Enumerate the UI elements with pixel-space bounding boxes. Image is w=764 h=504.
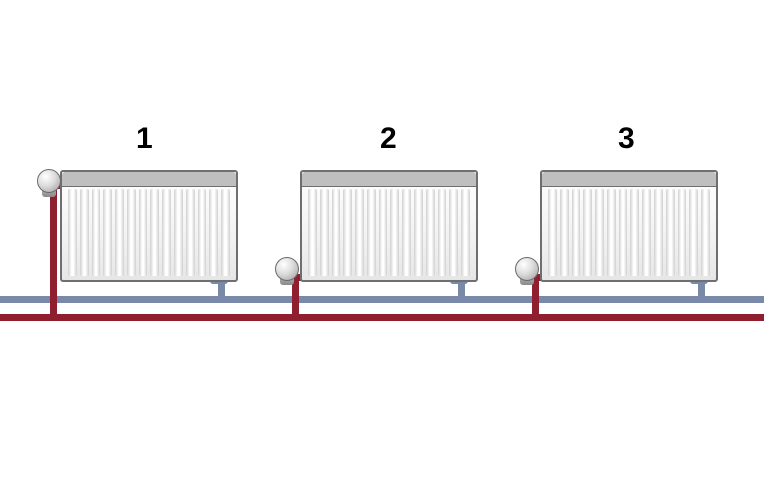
radiator-fin — [572, 189, 581, 276]
radiator-fin — [320, 189, 329, 276]
radiator-fin — [115, 189, 124, 276]
radiator-fin — [402, 189, 411, 276]
radiator-fin — [367, 189, 376, 276]
radiator-fin — [174, 189, 183, 276]
radiator-3-top — [542, 172, 716, 187]
radiator-fin — [548, 189, 557, 276]
radiator-fin — [390, 189, 399, 276]
radiator-2-fins — [308, 189, 470, 276]
radiator-1 — [60, 170, 238, 282]
thermostatic-valve-3 — [515, 257, 539, 281]
radiator-fin — [560, 189, 569, 276]
radiator-fin — [426, 189, 435, 276]
radiator-fin — [438, 189, 447, 276]
radiator-label-2: 2 — [380, 122, 397, 156]
radiator-fin — [630, 189, 639, 276]
radiator-3 — [540, 170, 718, 282]
radiator-fin — [198, 189, 207, 276]
radiator-label-3: 3 — [618, 122, 635, 156]
thermostatic-valve-2 — [275, 257, 299, 281]
radiator-fin — [80, 189, 89, 276]
radiator-fin — [92, 189, 101, 276]
radiator-fin — [162, 189, 171, 276]
radiator-fin — [343, 189, 352, 276]
diagram-canvas: 1 2 3 — [0, 0, 764, 504]
supply-pipe-main — [0, 314, 764, 321]
radiator-fin — [607, 189, 616, 276]
radiator-fin — [209, 189, 218, 276]
radiator-fin — [666, 189, 675, 276]
thermostatic-valve-1 — [37, 169, 61, 193]
radiator-fin — [103, 189, 112, 276]
radiator-fin — [414, 189, 423, 276]
radiator-fin — [355, 189, 364, 276]
radiator-2 — [300, 170, 478, 282]
radiator-fin — [449, 189, 458, 276]
radiator-fin — [139, 189, 148, 276]
radiator-fin — [221, 189, 230, 276]
radiator-fin — [595, 189, 604, 276]
radiator-fin — [308, 189, 317, 276]
radiator-fin — [701, 189, 710, 276]
radiator-fin — [642, 189, 651, 276]
radiator-fin — [461, 189, 470, 276]
radiator-fin — [379, 189, 388, 276]
supply-riser-1 — [50, 182, 57, 321]
radiator-fin — [678, 189, 687, 276]
radiator-2-top — [302, 172, 476, 187]
return-pipe-main — [0, 296, 764, 303]
radiator-1-fins — [68, 189, 230, 276]
radiator-fin — [654, 189, 663, 276]
radiator-1-top — [62, 172, 236, 187]
radiator-fin — [186, 189, 195, 276]
radiator-fin — [150, 189, 159, 276]
radiator-fin — [68, 189, 77, 276]
radiator-label-1: 1 — [136, 122, 153, 156]
radiator-3-fins — [548, 189, 710, 276]
radiator-fin — [127, 189, 136, 276]
radiator-fin — [689, 189, 698, 276]
radiator-fin — [619, 189, 628, 276]
radiator-fin — [583, 189, 592, 276]
radiator-fin — [332, 189, 341, 276]
